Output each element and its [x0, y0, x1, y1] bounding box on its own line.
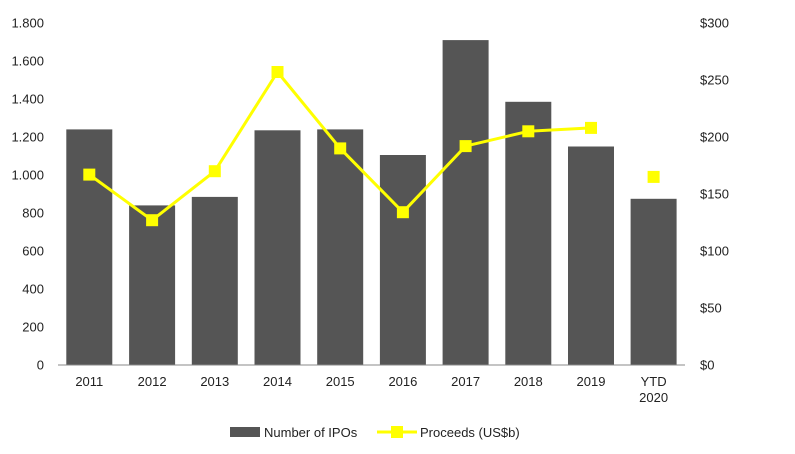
- x-tick-label-line: 2019: [577, 374, 606, 389]
- left-tick-label: 800: [22, 206, 44, 221]
- proceeds-marker-8: [585, 121, 597, 134]
- bar-ipos-5: [379, 155, 426, 365]
- x-tick-label-line: 2017: [451, 374, 480, 389]
- left-tick-label: 1.600: [11, 54, 44, 69]
- legend-label-ipos: Number of IPOs: [264, 425, 358, 440]
- left-axis: 0 200 400 600 800 1.000 1.200 1.400 1.600 1.800: [11, 16, 44, 373]
- x-tick-label: 2014: [263, 374, 292, 389]
- left-tick-label: 600: [22, 244, 44, 259]
- x-tick-label: 2012: [138, 374, 167, 389]
- right-axis: $0 $50 $100 $150 $200 $250 $300: [700, 16, 729, 373]
- left-tick-label: 400: [22, 282, 44, 297]
- left-tick-label: 0: [37, 358, 44, 373]
- legend-swatch-proceeds-marker: [391, 426, 403, 438]
- x-tick-label: YTD 2020: [639, 374, 668, 405]
- proceeds-marker-0: [83, 168, 96, 181]
- x-tick-label-line: 2012: [138, 374, 167, 389]
- x-tick-label-line: 2018: [514, 374, 543, 389]
- proceeds-line-layer: [83, 66, 660, 227]
- bar-ipos-7: [505, 101, 552, 366]
- left-tick-label: 1.400: [11, 92, 44, 107]
- right-tick-label: $100: [700, 244, 729, 259]
- proceeds-marker-ytd: [647, 170, 660, 183]
- proceeds-marker-7: [522, 125, 535, 138]
- proceeds-marker-6: [459, 140, 472, 153]
- proceeds-marker-5: [396, 206, 409, 219]
- left-tick-label: 1.200: [11, 130, 44, 145]
- right-tick-label: $250: [700, 73, 729, 88]
- legend-label-proceeds: Proceeds (US$b): [420, 425, 520, 440]
- x-tick-label: 2016: [388, 374, 417, 389]
- x-tick-label-line: 2013: [200, 374, 229, 389]
- legend-swatch-ipos: [230, 427, 260, 437]
- x-tick-label: 2018: [514, 374, 543, 389]
- bar-ipos-3: [254, 130, 301, 365]
- bar-ipos-9: [630, 198, 677, 366]
- x-tick-label: 2015: [326, 374, 355, 389]
- right-tick-label: $200: [700, 130, 729, 145]
- bar-ipos-2: [191, 196, 238, 365]
- x-tick-label: 2019: [577, 374, 606, 389]
- x-tick-label-line: 2015: [326, 374, 355, 389]
- left-tick-label: 1.000: [11, 168, 44, 183]
- proceeds-marker-3: [271, 66, 284, 78]
- x-tick-label: 2017: [451, 374, 480, 389]
- right-tick-label: $0: [700, 358, 714, 373]
- bar-ipos-1: [129, 205, 176, 365]
- bar-ipos-6: [442, 40, 489, 365]
- right-tick-label: $50: [700, 301, 722, 316]
- proceeds-marker-4: [334, 142, 347, 155]
- bars-layer: [66, 40, 677, 366]
- x-tick-label-line: 2014: [263, 374, 292, 389]
- x-tick-label-line: 2011: [75, 374, 103, 389]
- left-tick-label: 200: [22, 320, 44, 335]
- proceeds-marker-1: [146, 214, 159, 227]
- x-tick-label: 2011: [75, 374, 103, 389]
- x-tick-label-line: 2016: [388, 374, 417, 389]
- x-tick-label-line: 2020: [639, 390, 668, 405]
- x-axis: 2011 2012 2013 2014 2015 2016 2017 2018 2019 YTD 2…: [58, 364, 685, 405]
- right-tick-label: $150: [700, 187, 729, 202]
- left-tick-label: 1.800: [11, 16, 44, 31]
- bar-ipos-0: [66, 129, 113, 365]
- right-tick-label: $300: [700, 16, 729, 31]
- legend: Number of IPOs Proceeds (US$b): [230, 425, 520, 440]
- bar-ipos-4: [317, 129, 364, 365]
- proceeds-marker-2: [208, 165, 221, 178]
- x-tick-label-line: YTD: [641, 374, 667, 389]
- x-tick-label: 2013: [200, 374, 229, 389]
- bar-ipos-8: [568, 146, 614, 365]
